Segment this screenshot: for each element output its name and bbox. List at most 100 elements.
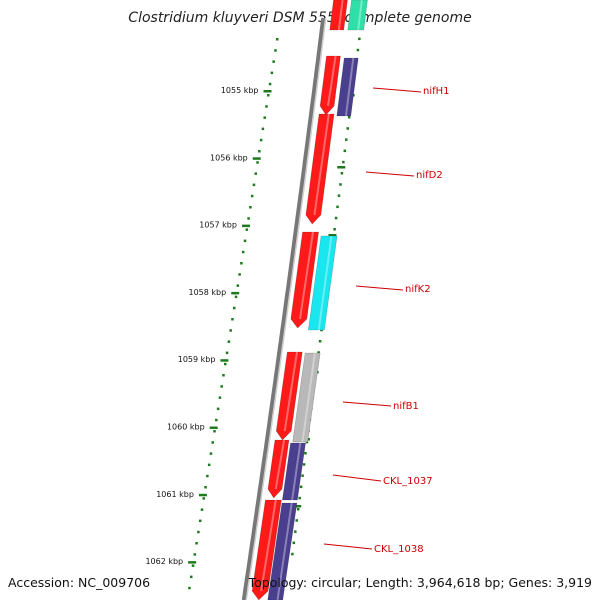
- ruler-dot: [241, 250, 245, 254]
- ruler-dot: [267, 94, 270, 97]
- backbone-highlight: [245, 17, 327, 600]
- tick-label-1058: 1058 kbp: [189, 288, 227, 297]
- cds-purple-CKL1038-shade: [276, 502, 293, 600]
- topology-summary: Topology: circular; Length: 3,964,618 bp…: [248, 575, 592, 590]
- outer-ruler-dot: [296, 508, 300, 511]
- gene-label-nifK2: nifK2: [405, 284, 431, 295]
- ruler-dot: [220, 385, 223, 388]
- outer-ruler-dot: [345, 138, 348, 141]
- tick-mark-1057: [241, 224, 250, 228]
- ruler-dot: [236, 284, 240, 287]
- outer-tick: [328, 234, 337, 237]
- ruler-dot: [245, 228, 249, 231]
- ruler-dot: [211, 441, 214, 444]
- ruler-dot: [234, 295, 238, 299]
- gene-label-CKL_1037: CKL_1037: [383, 476, 433, 487]
- ruler-dot: [232, 306, 236, 310]
- ruler-dot: [200, 508, 204, 511]
- outer-tick: [337, 166, 346, 169]
- cds-purple-nifH1: [336, 57, 359, 117]
- outer-ruler-dot: [339, 183, 342, 186]
- outer-ruler-dot: [318, 340, 322, 343]
- cds-red-nifD2-shade: [313, 113, 330, 216]
- cds-red-nifH1-shade: [327, 55, 337, 107]
- tick-mark-1056: [252, 157, 261, 160]
- outer-ruler-dot: [336, 205, 339, 209]
- ruler-dot: [265, 105, 268, 108]
- outer-ruler-dot: [333, 228, 336, 231]
- outer-ruler-dot: [304, 452, 307, 455]
- leader-line-nifK2: [355, 285, 404, 291]
- ruler-dot: [238, 273, 241, 276]
- cds-teal-top: [347, 0, 368, 31]
- outer-ruler-dot: [298, 496, 301, 500]
- outer-ruler-dot: [358, 37, 361, 41]
- cds-red-nifD2: [305, 113, 335, 225]
- ruler-dot: [263, 116, 266, 119]
- leader-line-nifB1: [342, 401, 392, 407]
- ruler-dot: [224, 362, 227, 366]
- tick-mark-1062: [188, 561, 197, 564]
- tick-label-1057: 1057 kbp: [199, 221, 237, 230]
- tick-label-1059: 1059 kbp: [178, 355, 216, 364]
- cds-purple-CKL1037-shade: [291, 442, 302, 501]
- ruler-dot: [191, 564, 195, 567]
- tick-label-1061: 1061 kbp: [156, 490, 194, 499]
- ruler-dot: [202, 497, 206, 500]
- ruler-dot: [225, 351, 229, 355]
- leader-line-nifD2: [365, 171, 415, 177]
- cds-purple-nifH1-shade: [344, 57, 355, 117]
- tick-label-1056: 1056 kbp: [210, 153, 248, 162]
- gene-label-nifD2: nifD2: [416, 170, 443, 181]
- tick-label-1062: 1062 kbp: [145, 557, 183, 566]
- tick-mark-1058: [231, 291, 240, 295]
- tick-mark-1060: [209, 426, 218, 429]
- ruler-dot: [218, 396, 222, 399]
- outer-ruler-dot: [337, 194, 341, 197]
- outer-ruler-dot: [317, 351, 320, 354]
- ruler-dot: [215, 418, 218, 422]
- cds-cyan-nifK2-shade: [317, 235, 333, 331]
- outer-ruler-dot: [305, 440, 309, 444]
- ruler-dot: [252, 183, 256, 187]
- outer-ruler-dot: [299, 485, 303, 489]
- accession-text: Accession: NC_009706: [8, 575, 151, 590]
- ruler-dot: [254, 172, 257, 175]
- ruler-dot: [206, 474, 209, 478]
- tick-label-1060: 1060 kbp: [167, 423, 205, 432]
- ruler-dot: [249, 206, 252, 209]
- outer-ruler-dot: [301, 474, 304, 477]
- cds-teal-top-shade: [357, 0, 363, 31]
- ruler-dot: [231, 318, 234, 321]
- cds-purple-CKL1037: [282, 442, 306, 501]
- tick-label-1055: 1055 kbp: [221, 86, 259, 95]
- cds-red-nifB1-shade: [283, 351, 299, 432]
- ruler-dot: [193, 553, 197, 556]
- outer-ruler-dot: [347, 116, 351, 119]
- leader-line-CKL_1038: [323, 543, 373, 550]
- gene-label-nifB1: nifB1: [393, 401, 419, 412]
- tick-mark-1055: [263, 90, 272, 93]
- ruler-dot: [204, 486, 207, 489]
- cds-red-nifK2-shade: [299, 231, 314, 320]
- ruler-dot: [247, 217, 250, 220]
- ruler-dot: [276, 38, 279, 41]
- tick-mark-1061: [198, 493, 207, 497]
- ruler-dot: [250, 194, 254, 198]
- cds-red-CKL1037-shade: [274, 439, 286, 490]
- ruler-dot: [222, 374, 225, 377]
- ruler-dot: [268, 82, 272, 86]
- outer-ruler-dot: [320, 328, 323, 332]
- cds-red-CKL1038-shade: [260, 499, 277, 592]
- cds-red-CKL1038: [251, 499, 282, 600]
- outer-ruler-dot: [334, 216, 338, 220]
- outer-ruler-dot: [340, 172, 344, 175]
- cds-gray-nifB1-shade: [301, 352, 316, 443]
- cds-red-nifK2: [290, 231, 319, 329]
- ruler-dot: [216, 407, 220, 411]
- outer-ruler-dot: [342, 160, 345, 164]
- ruler-dot: [188, 586, 191, 590]
- outer-ruler-dot: [346, 127, 349, 130]
- ruler-dot: [207, 463, 211, 467]
